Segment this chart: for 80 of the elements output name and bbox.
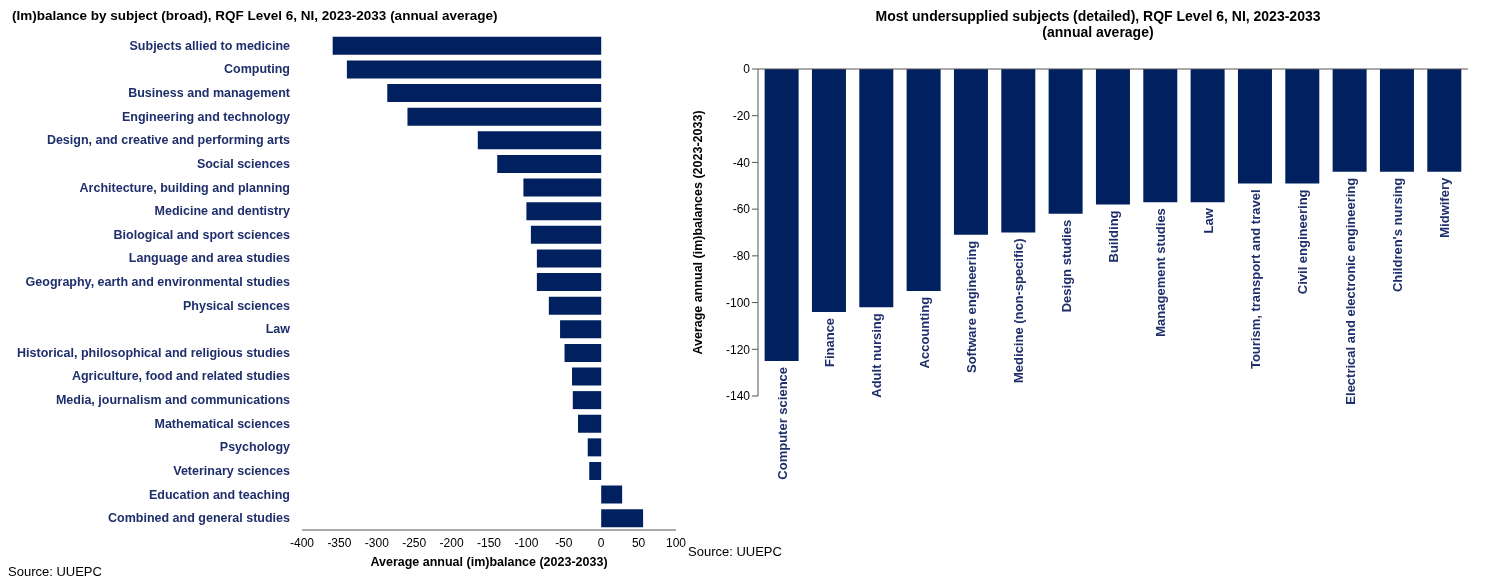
x-tick-label: -400 [289, 535, 315, 550]
x-tick-label: -50 [555, 535, 573, 550]
bar [587, 438, 602, 457]
y-tick-label: Physical sciences [182, 298, 291, 313]
x-tick-label: Medicine (non-specific) [1011, 238, 1027, 383]
x-tick-label: Law [1200, 207, 1216, 234]
y-tick-label: Engineering and technology [121, 109, 291, 124]
bar [526, 202, 602, 221]
x-tick-label: Adult nursing [869, 313, 885, 398]
x-tick-label: -100 [514, 535, 539, 550]
x-tick-label: 50 [631, 535, 646, 550]
x-tick-label: Computer science [774, 366, 790, 480]
bar [578, 414, 602, 433]
x-tick-label: Children's nursing [1390, 177, 1405, 293]
bar [523, 178, 602, 197]
bar [407, 107, 602, 126]
y-tick-label: -20 [732, 108, 751, 123]
bar [536, 273, 602, 292]
bar [548, 296, 602, 315]
y-tick-label: Geography, earth and environmental studies [25, 275, 291, 289]
y-tick-label: Business and management [128, 86, 291, 101]
y-tick-label: -60 [732, 202, 751, 217]
y-tick-label: Mathematical sciences [154, 416, 291, 431]
x-tick-label: -350 [327, 535, 352, 550]
x-tick-label: Design studies [1058, 219, 1074, 313]
x-tick-label: -250 [402, 535, 427, 550]
bar [572, 391, 602, 410]
chart-title: Most undersupplied subjects (detailed), RQF Level 6, NI, 2023-2033 (annual average) [874, 8, 1322, 42]
bar [601, 485, 623, 504]
x-tick-label: Building [1106, 210, 1121, 263]
bar [589, 461, 602, 480]
y-tick-label: Architecture, building and planning [79, 180, 290, 195]
y-tick-label: -40 [732, 155, 751, 170]
x-tick-label: Civil engineering [1295, 189, 1311, 295]
bar [346, 60, 602, 79]
x-tick-label: 100 [665, 535, 687, 550]
bar [572, 367, 602, 386]
y-tick-label: -120 [725, 342, 751, 357]
bar [387, 84, 602, 103]
y-tick-label: Subjects allied to medicine [129, 38, 291, 53]
y-tick-label: Psychology [219, 440, 291, 455]
y-tick-label: Language and area studies [128, 251, 291, 266]
bar [477, 131, 602, 150]
x-axis-title: Average annual (im)balance (2023-2033) [370, 555, 608, 569]
y-tick-label: -80 [732, 249, 751, 264]
x-tick-label: Software engineering [964, 240, 979, 374]
y-axis-title: Average annual (im)balances (2023-2033) [691, 110, 706, 355]
x-tick-label: Tourism, transport and travel [1248, 189, 1263, 370]
x-tick-label: 0 [597, 535, 605, 550]
y-tick-label: Social sciences [196, 156, 291, 171]
x-tick-label: -300 [364, 535, 390, 550]
x-tick-label: Finance [822, 317, 837, 368]
y-tick-label: Agriculture, food and related studies [71, 369, 291, 384]
y-tick-label: Veterinary sciences [173, 463, 291, 478]
bar [564, 343, 602, 362]
y-tick-label: Education and teaching [149, 487, 290, 502]
x-tick-label: -150 [476, 535, 502, 550]
bar [332, 36, 602, 55]
x-tick-label: Accounting [916, 296, 932, 369]
source-note: Source: UUEPC [688, 544, 783, 559]
x-tick-label: Management studies [1153, 208, 1169, 337]
y-tick-label: Medicine and dentistry [154, 204, 291, 219]
source-note: Source: UUEPC [8, 564, 102, 578]
y-tick-label: Computing [224, 62, 290, 77]
bar [601, 509, 644, 528]
bar [497, 154, 602, 173]
y-tick-label: Design, and creative and performing arts [46, 133, 291, 148]
y-tick-label: Media, journalism and communications [55, 393, 291, 408]
bar [530, 225, 602, 244]
x-tick-label: Electrical and electronic engineering [1342, 177, 1358, 405]
y-tick-label: Biological and sport sciences [113, 227, 291, 242]
bar [560, 320, 602, 339]
y-tick-label: -140 [725, 389, 751, 404]
chart-title: (Im)balance by subject (broad), RQF Level 6, NI, 2023-2033 (annual average) [12, 8, 499, 25]
y-tick-label: Combined and general studies [108, 511, 291, 526]
x-tick-label: Midwifery [1437, 177, 1453, 238]
bar [536, 249, 602, 268]
y-tick-label: 0 [743, 62, 751, 77]
y-tick-label: Historical, philosophical and religious studies [17, 345, 291, 360]
x-tick-label: -200 [439, 535, 464, 550]
